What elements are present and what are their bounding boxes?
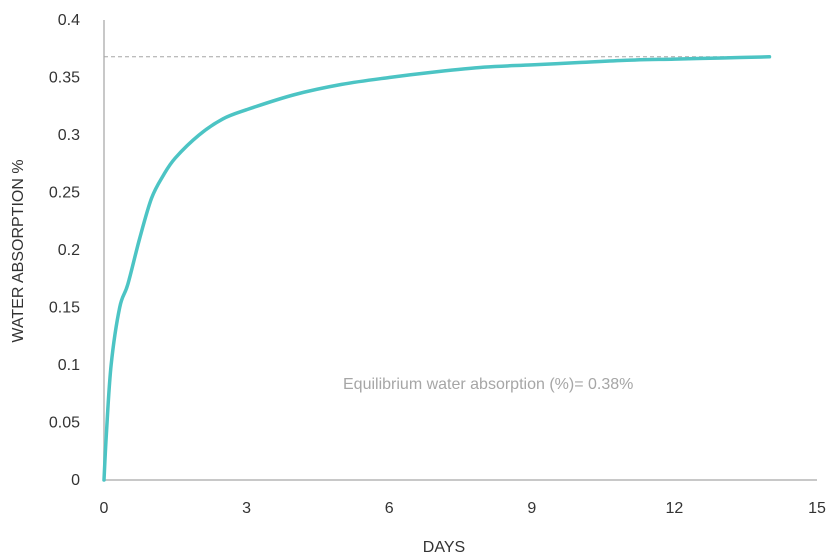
x-tick-label: 0 (100, 500, 109, 517)
x-tick-label: 6 (385, 500, 394, 517)
x-tick-label: 15 (808, 500, 826, 517)
y-tick-label: 0.1 (58, 357, 80, 374)
y-axis-ticks: 0 0.05 0.1 0.15 0.2 0.25 0.3 0.35 0.4 (49, 12, 80, 489)
series-line (102, 55, 772, 482)
equilibrium-annotation: Equilibrium water absorption (%)= 0.38% (343, 376, 633, 393)
y-tick-label: 0.4 (58, 12, 80, 29)
series-group (102, 55, 772, 482)
y-tick-label: 0.35 (49, 70, 80, 87)
x-axis-label: DAYS (423, 539, 465, 556)
y-tick-label: 0.05 (49, 415, 80, 432)
y-tick-label: 0.3 (58, 127, 80, 144)
x-tick-label: 12 (666, 500, 684, 517)
y-tick-label: 0.2 (58, 242, 80, 259)
y-tick-label: 0.25 (49, 185, 80, 202)
y-axis-label: WATER ABSORPTION % (10, 159, 27, 342)
y-tick-label: 0 (71, 472, 80, 489)
x-tick-label: 3 (242, 500, 251, 517)
x-axis-ticks: 0 3 6 9 12 15 (100, 500, 826, 517)
x-tick-label: 9 (527, 500, 536, 517)
y-tick-label: 0.15 (49, 300, 80, 317)
